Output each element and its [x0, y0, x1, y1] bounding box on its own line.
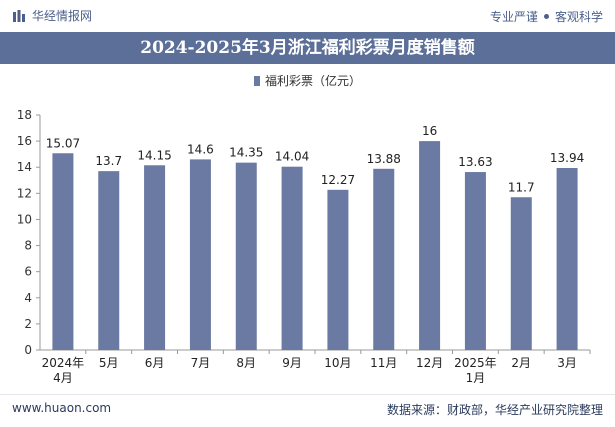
bar-value-label: 14.04: [275, 150, 309, 164]
y-tick-label: 0: [24, 343, 32, 357]
bar: [373, 168, 395, 350]
bar: [281, 166, 303, 350]
bar: [556, 168, 578, 350]
bar: [98, 171, 120, 350]
x-tick-label: 2月: [511, 356, 531, 370]
y-tick-label: 18: [17, 108, 32, 122]
bar-value-label: 15.07: [46, 136, 80, 150]
x-tick-label: 3月: [557, 356, 577, 370]
bar-value-label: 12.27: [321, 173, 355, 187]
y-tick-label: 10: [17, 212, 32, 226]
tag-professional: 专业严谨: [489, 10, 538, 24]
x-tick-label: 12月: [416, 356, 443, 370]
bar: [327, 189, 349, 350]
x-tick-label: 7月: [191, 356, 211, 370]
bar-value-label: 16: [422, 124, 437, 138]
brand-name: 华经情报网: [32, 9, 93, 23]
y-tick-label: 8: [24, 239, 32, 253]
y-tick-label: 2: [24, 317, 32, 331]
y-tick-label: 4: [24, 291, 32, 305]
x-tick-label: 9月: [282, 356, 302, 370]
legend: 福利彩票（亿元）: [0, 72, 615, 89]
x-tick-label: 6月: [145, 356, 165, 370]
x-tick-label: 8月: [236, 356, 256, 370]
chart-title: 2024-2025年3月浙江福利彩票月度销售额: [0, 32, 615, 64]
x-tick-label: 10月: [324, 356, 351, 370]
footer-website: www.huaon.com: [12, 401, 112, 415]
brand-logo-icon: [13, 9, 25, 22]
tag-objective: 客观科学: [554, 10, 603, 24]
bar: [52, 153, 74, 350]
x-tick-label: 11月: [370, 356, 397, 370]
bar: [235, 162, 257, 350]
bar-value-label: 13.88: [367, 152, 401, 166]
bar: [144, 165, 166, 350]
bar: [464, 172, 486, 350]
legend-label: 福利彩票（亿元）: [264, 74, 361, 88]
bar-value-label: 13.7: [95, 154, 122, 168]
legend-swatch: [253, 76, 260, 86]
header-tags: 专业严谨 客观科学: [490, 8, 603, 25]
brand: 华经情报网: [12, 7, 92, 24]
bar: [189, 159, 211, 350]
y-tick-label: 6: [24, 265, 32, 279]
bar-value-label: 13.94: [550, 151, 584, 165]
x-tick-label: 5月: [99, 356, 119, 370]
bar: [510, 197, 532, 350]
separator-dot-icon: [543, 14, 549, 19]
y-tick-label: 12: [17, 186, 32, 200]
footer-divider: [0, 394, 615, 395]
bar-chart: 0 2 4 6 8 10 12 14 16 18 15.07 2024年 4月 13.7 5月 14.15 6月…: [17, 108, 591, 385]
y-tick-label: 16: [17, 134, 32, 148]
top-bar: 华经情报网 专业严谨 客观科学: [0, 0, 615, 30]
x-tick-label: 2024年 4月: [42, 356, 85, 385]
bar: [419, 141, 441, 350]
bar-value-label: 13.63: [458, 155, 492, 169]
bar-value-label: 11.7: [508, 180, 535, 194]
footer-source: 数据来源：财政部，华经产业研究院整理: [386, 403, 603, 417]
x-tick-label: 2025年 1月: [454, 356, 497, 385]
bar-value-label: 14.15: [137, 148, 171, 162]
y-tick-label: 14: [17, 160, 32, 174]
bar-value-label: 14.35: [229, 146, 263, 160]
bar-value-label: 14.6: [187, 142, 214, 156]
